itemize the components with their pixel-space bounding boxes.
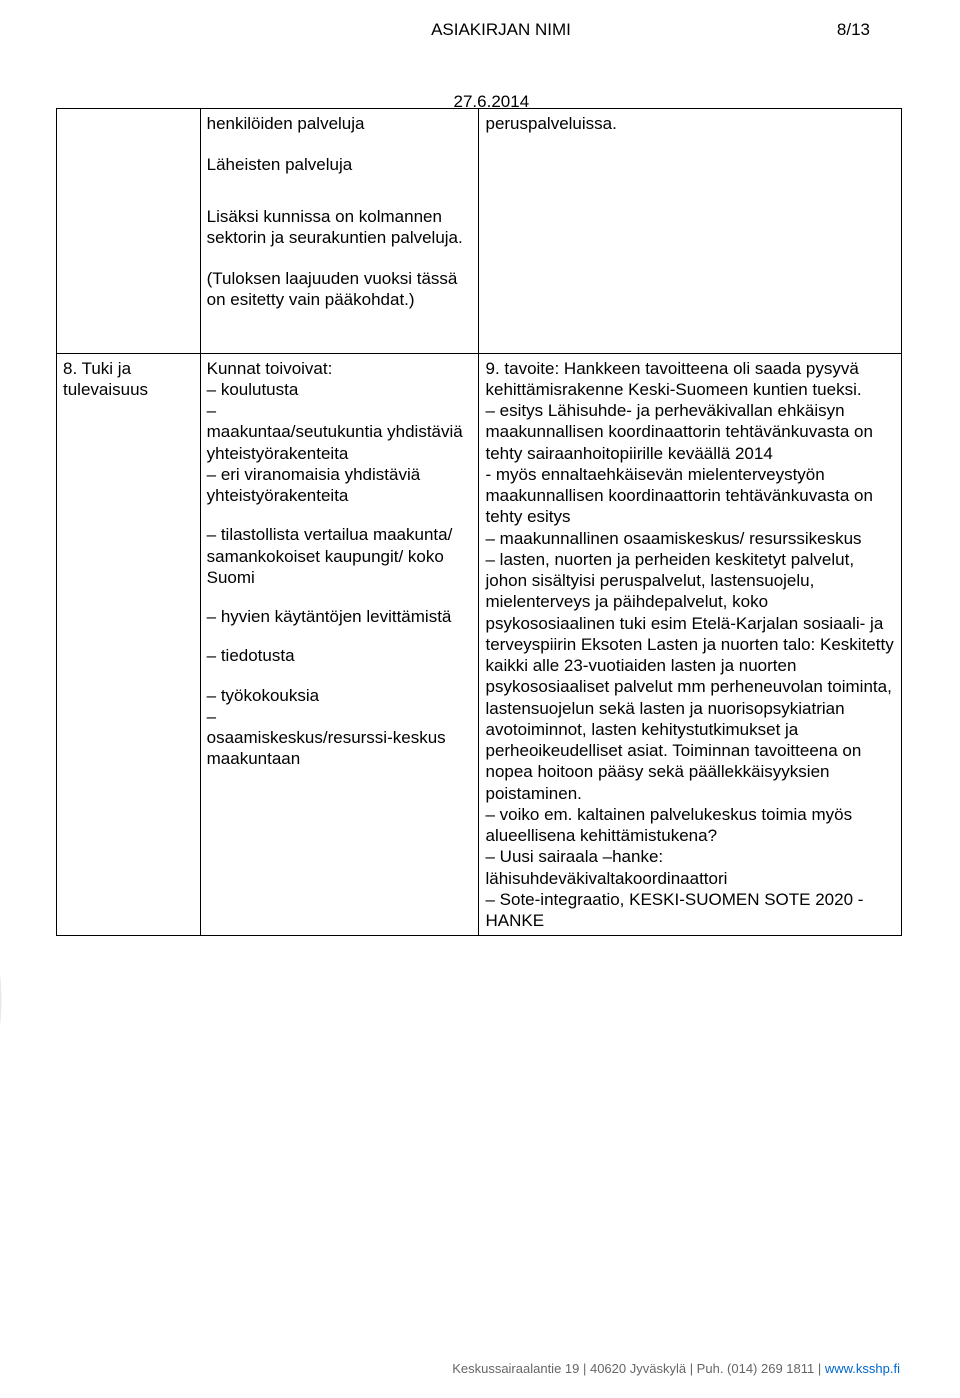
- cell-paragraph: osaamiskeskus/resurssi-keskus maakuntaan: [207, 727, 473, 770]
- cell-paragraph: (Tuloksen laajuuden vuoksi tässä on esit…: [207, 268, 473, 311]
- cell-paragraph: – työkokouksia: [207, 685, 473, 706]
- table-cell: 8. Tuki ja tulevaisuus: [57, 353, 201, 936]
- table-cell: 9. tavoite: Hankkeen tavoitteena oli saa…: [479, 353, 902, 936]
- cell-paragraph: maakuntaa/seutukuntia yhdistäviä yhteist…: [207, 421, 473, 464]
- main-table: henkilöiden palveluja Läheisten palveluj…: [56, 108, 902, 936]
- table-cell: peruspalveluissa.: [479, 109, 902, 354]
- cell-paragraph: – koulutusta: [207, 379, 473, 400]
- footer-link[interactable]: www.ksshp.fi: [825, 1361, 900, 1376]
- cell-paragraph: 8. Tuki ja tulevaisuus: [63, 358, 194, 401]
- footer-text: Keskussairaalantie 19 | 40620 Jyväskylä …: [452, 1361, 825, 1376]
- cell-paragraph: Lisäksi kunnissa on kolmannen sektorin j…: [207, 206, 473, 249]
- cell-paragraph: – tiedotusta: [207, 645, 473, 666]
- cell-paragraph: Kunnat toivoivat:: [207, 358, 473, 379]
- cell-paragraph: Läheisten palveluja: [207, 154, 473, 175]
- cell-paragraph: peruspalveluissa.: [485, 113, 895, 134]
- cell-paragraph: henkilöiden palveluja: [207, 113, 473, 134]
- table-row: henkilöiden palveluja Läheisten palveluj…: [57, 109, 902, 354]
- table-cell: henkilöiden palveluja Läheisten palveluj…: [200, 109, 479, 354]
- page-number: 8/13: [837, 20, 870, 40]
- cell-paragraph: 9. tavoite: Hankkeen tavoitteena oli saa…: [485, 358, 895, 932]
- cell-paragraph: – tilastollista vertailua maakunta/ sama…: [207, 524, 473, 588]
- table-cell: [57, 109, 201, 354]
- table-row: 8. Tuki ja tulevaisuus Kunnat toivoivat:…: [57, 353, 902, 936]
- cell-paragraph: –: [207, 706, 473, 727]
- cell-paragraph: – hyvien käytäntöjen levittämistä: [207, 606, 473, 627]
- cell-paragraph: –: [207, 400, 473, 421]
- table-cell: Kunnat toivoivat: – koulutusta – maakunt…: [200, 353, 479, 936]
- page-footer: Keskussairaalantie 19 | 40620 Jyväskylä …: [452, 1361, 900, 1376]
- cell-paragraph: – eri viranomaisia yhdistäviä yhteistyör…: [207, 464, 473, 507]
